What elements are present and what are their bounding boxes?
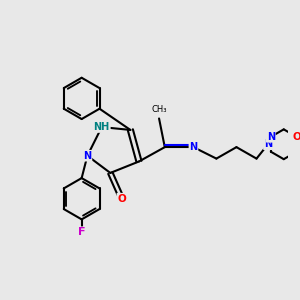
Text: N: N [83,151,92,161]
Text: O: O [292,132,300,142]
Text: F: F [78,227,85,237]
Text: O: O [117,194,126,204]
Text: NH: NH [94,122,110,132]
Text: CH₃: CH₃ [151,105,167,114]
Text: N: N [267,132,275,142]
Text: N: N [189,142,197,152]
Text: N: N [264,139,272,149]
